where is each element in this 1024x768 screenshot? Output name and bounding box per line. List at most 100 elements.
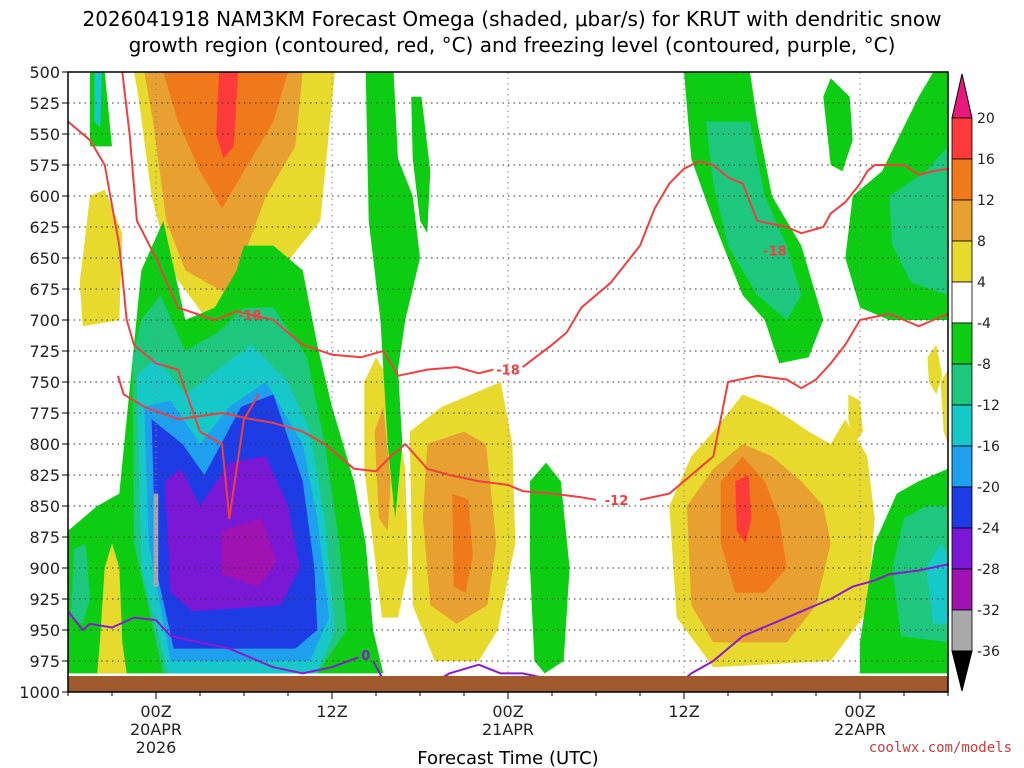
contour-layer	[68, 72, 948, 692]
colorbar-swatch-12	[951, 568, 973, 611]
y-tick-label-825: 825	[29, 466, 60, 485]
omega-region-yellow-31	[848, 394, 863, 444]
y-tick-label-950: 950	[29, 621, 60, 640]
red-contour-line-2	[522, 160, 700, 368]
y-tick-label-775: 775	[29, 404, 60, 423]
colorbar-label-12: -32	[977, 603, 1000, 619]
omega-region-green-16	[365, 72, 420, 519]
chart-title-line-2: growth region (contoured, red, °C) and f…	[129, 33, 896, 57]
omega-region-yellow-39	[97, 543, 127, 674]
y-tick-label-700: 700	[29, 311, 60, 330]
colorbar-label-8: -16	[977, 439, 1000, 455]
colorbar-swatch-6	[951, 322, 973, 365]
y-tick-label-575: 575	[29, 156, 60, 175]
colorbar-label-4: 4	[977, 275, 986, 291]
omega-region-red-27	[735, 475, 752, 544]
purple-contour-line-0	[68, 610, 359, 675]
omega-region-cyan-36	[926, 543, 948, 624]
colorbar-label-7: -12	[977, 398, 1000, 414]
y-tick-label-600: 600	[29, 187, 60, 206]
x-axis-label: Forecast Time (UTC)	[417, 748, 598, 768]
omega-region-teal-23	[706, 121, 802, 320]
y-tick-label-525: 525	[29, 94, 60, 113]
colorbar-swatch-5	[951, 281, 973, 324]
colorbar-swatch-13	[951, 609, 973, 652]
colorbar-label-5: -4	[977, 316, 991, 332]
colorbar-label-6: -8	[977, 357, 991, 373]
omega-region-orange-light-15	[374, 406, 391, 531]
colorbar: 20 16 12 8 4 -4 -8 -12 -16 -20 -24 -28 -32 -36	[951, 73, 1000, 692]
y-tick-label-800: 800	[29, 435, 60, 454]
colorbar-label-11: -28	[977, 562, 1000, 578]
colorbar-swatch-1	[951, 117, 973, 160]
colorbar-label-9: -20	[977, 480, 1000, 496]
omega-region-teal-38	[70, 543, 90, 624]
y-tick-label-650: 650	[29, 249, 60, 268]
omega-region-cyan-1	[94, 72, 102, 128]
gridlines	[68, 72, 948, 692]
red-contour-line-5	[639, 312, 948, 501]
omega-region-orange-20	[452, 493, 473, 593]
omega-region-red-6	[216, 72, 239, 159]
x-tick-label-12-0: 12Z	[316, 702, 347, 721]
purple-contour-line-2	[668, 563, 948, 692]
colorbar-label-1: 16	[977, 152, 995, 168]
colorbar-bottom-arrow	[951, 650, 973, 692]
red-contour-label-3: -18	[763, 245, 787, 260]
colorbar-swatch-3	[951, 199, 973, 242]
colorbar-swatch-4	[951, 240, 973, 283]
axis-layer: 500 525 550 575 600 625 650 675 700 725 750 775 800 8…	[19, 63, 949, 757]
omega-region-magenta-13	[222, 518, 277, 587]
colorbar-swatch-11	[951, 527, 973, 570]
omega-shading-layer	[68, 72, 948, 674]
red-contour-line-3	[698, 160, 948, 235]
y-tick-label-875: 875	[29, 528, 60, 547]
y-tick-label-675: 675	[29, 280, 60, 299]
y-tick-label-850: 850	[29, 497, 60, 516]
y-tick-label-900: 900	[29, 559, 60, 578]
y-tick-label-925: 925	[29, 590, 60, 609]
contour-label-layer: -18 -18 -18 -12 0	[238, 245, 787, 664]
colorbar-label-10: -24	[977, 521, 1000, 537]
colorbar-label-2: 12	[977, 193, 995, 209]
colorbar-label-3: 8	[977, 234, 986, 250]
x-tick-label-0-1: 20APR	[130, 720, 182, 739]
credit-label: coolwx.com/models	[869, 740, 1012, 756]
red-contour-line-1	[121, 72, 494, 377]
y-tick-label-975: 975	[29, 652, 60, 671]
x-tick-label-24-1: 21APR	[482, 720, 534, 739]
x-tick-label-48-0: 00Z	[844, 702, 875, 721]
colorbar-swatch-8	[951, 404, 973, 447]
colorbar-swatch-10	[951, 486, 973, 529]
colorbar-label-0: 20	[977, 111, 995, 127]
red-contour-label-1: -18	[496, 364, 520, 379]
omega-region-yellow-33	[940, 369, 948, 444]
y-tick-label-500: 500	[29, 63, 60, 82]
x-tick-label-36-0: 12Z	[668, 702, 699, 721]
colorbar-swatch-2	[951, 158, 973, 201]
colorbar-swatch-7	[951, 363, 973, 406]
omega-region-green-28	[823, 78, 853, 172]
chart-title-line-1: 2026041918 NAM3KM Forecast Omega (shaded…	[82, 7, 941, 31]
colorbar-top-arrow	[951, 73, 973, 119]
x-tick-label-24-0: 00Z	[492, 702, 523, 721]
colorbar-label-13: -36	[977, 644, 1000, 660]
colorbar-swatch-9	[951, 445, 973, 488]
red-contour-label-0: -18	[238, 309, 262, 324]
y-tick-label-625: 625	[29, 218, 60, 237]
terrain-ground-band	[68, 676, 948, 692]
x-tick-label-0-0: 00Z	[140, 702, 171, 721]
red-contour-line-0	[68, 120, 260, 520]
purple-contour-label-0: 0	[361, 649, 370, 664]
red-contour-label-4: -12	[605, 494, 629, 509]
x-tick-label-48-1: 22APR	[834, 720, 886, 739]
omega-region-green-21	[530, 462, 570, 674]
x-tick-label-0-2: 2026	[136, 738, 177, 757]
y-tick-label-1000: 1000	[19, 683, 60, 702]
y-tick-label-550: 550	[29, 125, 60, 144]
red-contour-line-4	[116, 375, 597, 501]
omega-region-teal-30	[889, 146, 948, 296]
y-tick-label-750: 750	[29, 373, 60, 392]
y-tick-label-725: 725	[29, 342, 60, 361]
